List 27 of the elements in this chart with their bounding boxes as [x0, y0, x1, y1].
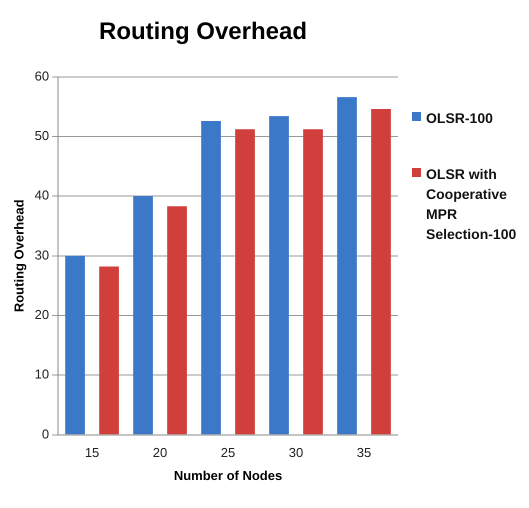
x-tick-label: 20 — [152, 445, 168, 460]
y-tick-label: 40 — [34, 188, 50, 203]
bar — [371, 109, 391, 434]
y-tick-label: 50 — [34, 128, 50, 144]
x-tick-label: 30 — [288, 445, 304, 460]
bar — [99, 266, 119, 434]
legend-label: OLSR with Cooperative MPR Selection-100 — [426, 165, 518, 244]
chart-title: Routing Overhead — [98, 18, 308, 46]
x-tick-label: 25 — [220, 445, 236, 460]
y-tick-label: 20 — [34, 307, 50, 322]
y-tick-label: 60 — [34, 68, 50, 84]
bar — [303, 129, 323, 434]
x-axis-title: Number of Nodes — [174, 468, 282, 483]
bar — [167, 206, 187, 434]
x-tick-label: 35 — [356, 445, 372, 460]
y-axis-title: Routing Overhead — [11, 199, 26, 312]
y-tick-label: 30 — [34, 247, 50, 262]
bar — [133, 196, 153, 434]
y-tick-label: 0 — [42, 426, 50, 442]
legend-label: OLSR-100 — [426, 109, 493, 128]
bar — [201, 120, 221, 434]
bar — [337, 97, 357, 434]
bar — [269, 116, 289, 434]
x-tick-label: 15 — [84, 445, 100, 460]
bar — [65, 256, 85, 434]
bar — [235, 129, 255, 434]
y-tick-label: 10 — [34, 366, 50, 382]
